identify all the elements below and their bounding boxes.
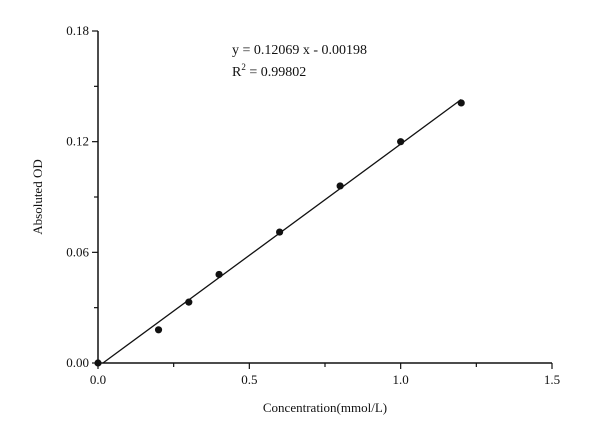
data-point — [336, 182, 344, 190]
x-tick-label: 0.5 — [241, 372, 257, 387]
y-axis-title: Absoluted OD — [30, 159, 45, 234]
y-tick-label: 0.12 — [66, 134, 89, 149]
x-tick-label: 0.0 — [90, 372, 106, 387]
data-point — [154, 326, 163, 334]
y-tick-label: 0.06 — [66, 244, 89, 259]
fit-equation: y = 0.12069 x - 0.00198 — [232, 43, 367, 58]
x-tick-label: 1.0 — [393, 372, 409, 387]
x-axis-title: Concentration(mmol/L) — [263, 400, 387, 415]
data-point — [276, 228, 284, 236]
data-point — [397, 138, 405, 146]
data-point — [185, 298, 193, 306]
y-tick-label: 0.18 — [66, 23, 89, 38]
y-tick-label: 0.00 — [66, 355, 89, 370]
r-squared: R2 = 0.99802 — [232, 62, 306, 80]
x-tick-label: 1.5 — [544, 372, 560, 387]
plot-area — [94, 99, 465, 367]
data-point — [215, 270, 223, 279]
data-point — [457, 99, 465, 107]
axes: 0.0 0.5 1.0 1.5 0.00 0.06 0.12 0.18 — [66, 23, 560, 387]
